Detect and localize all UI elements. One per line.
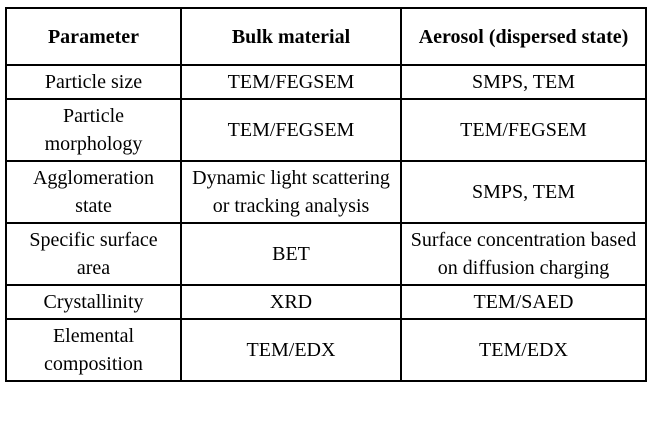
table-row: Elemental composition TEM/EDX TEM/EDX [5, 318, 647, 382]
cell-parameter: Particle morphology [5, 98, 182, 162]
table-row: Particle morphology TEM/FEGSEM TEM/FEGSEM [5, 98, 647, 162]
cell-bulk-material: BET [180, 222, 402, 286]
table-header: Parameter Bulk material Aerosol (dispers… [5, 7, 647, 66]
characterization-table: Parameter Bulk material Aerosol (dispers… [5, 7, 647, 382]
header-row: Parameter Bulk material Aerosol (dispers… [5, 7, 647, 66]
column-header-parameter: Parameter [5, 7, 182, 66]
cell-parameter: Elemental composition [5, 318, 182, 382]
cell-bulk-material: TEM/EDX [180, 318, 402, 382]
cell-aerosol: TEM/FEGSEM [400, 98, 647, 162]
table-row: Crystallinity XRD TEM/SAED [5, 284, 647, 320]
cell-parameter: Crystallinity [5, 284, 182, 320]
cell-bulk-material: TEM/FEGSEM [180, 64, 402, 100]
column-header-aerosol: Aerosol (dispersed state) [400, 7, 647, 66]
cell-aerosol: SMPS, TEM [400, 160, 647, 224]
cell-bulk-material: Dynamic light scattering or tracking ana… [180, 160, 402, 224]
cell-parameter: Specific surface area [5, 222, 182, 286]
cell-bulk-material: TEM/FEGSEM [180, 98, 402, 162]
cell-aerosol: TEM/EDX [400, 318, 647, 382]
table-body: Particle size TEM/FEGSEM SMPS, TEM Particle… [5, 64, 647, 382]
column-header-bulk-material: Bulk material [180, 7, 402, 66]
cell-aerosol: SMPS, TEM [400, 64, 647, 100]
cell-parameter: Agglomeration state [5, 160, 182, 224]
cell-aerosol: Surface concentration based on diffusion… [400, 222, 647, 286]
cell-aerosol: TEM/SAED [400, 284, 647, 320]
cell-bulk-material: XRD [180, 284, 402, 320]
table-row: Particle size TEM/FEGSEM SMPS, TEM [5, 64, 647, 100]
table-row: Specific surface area BET Surface concentr… [5, 222, 647, 286]
cell-parameter: Particle size [5, 64, 182, 100]
table-row: Agglomeration state Dynamic light scatter… [5, 160, 647, 224]
